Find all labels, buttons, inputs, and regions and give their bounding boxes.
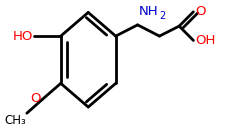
Text: O: O (30, 92, 40, 105)
Text: CH₃: CH₃ (4, 114, 26, 127)
Text: OH: OH (195, 34, 216, 47)
Text: NH: NH (139, 5, 158, 18)
Text: O: O (195, 5, 206, 18)
Text: HO: HO (13, 30, 33, 43)
Text: 2: 2 (159, 11, 165, 21)
